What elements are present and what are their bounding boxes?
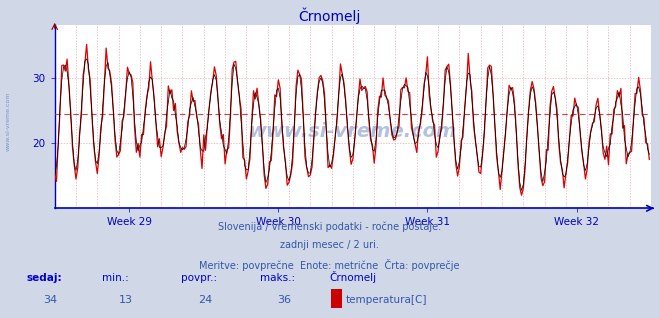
Text: maks.:: maks.:	[260, 273, 295, 283]
Text: zadnji mesec / 2 uri.: zadnji mesec / 2 uri.	[280, 240, 379, 250]
Text: Slovenija / vremenski podatki - ročne postaje.: Slovenija / vremenski podatki - ročne po…	[218, 221, 441, 232]
Text: Črnomelj: Črnomelj	[330, 271, 377, 283]
Text: www.si-vreme.com: www.si-vreme.com	[5, 91, 11, 151]
Text: 34: 34	[43, 295, 57, 305]
Text: Meritve: povprečne  Enote: metrične  Črta: povprečje: Meritve: povprečne Enote: metrične Črta:…	[199, 259, 460, 271]
Text: 24: 24	[198, 295, 212, 305]
Text: temperatura[C]: temperatura[C]	[346, 295, 428, 305]
Text: min.:: min.:	[102, 273, 129, 283]
Text: 13: 13	[119, 295, 132, 305]
Text: sedaj:: sedaj:	[26, 273, 62, 283]
Text: povpr.:: povpr.:	[181, 273, 217, 283]
Text: Črnomelj: Črnomelj	[299, 8, 360, 24]
Text: 36: 36	[277, 295, 291, 305]
Text: www.si-vreme.com: www.si-vreme.com	[248, 122, 457, 141]
